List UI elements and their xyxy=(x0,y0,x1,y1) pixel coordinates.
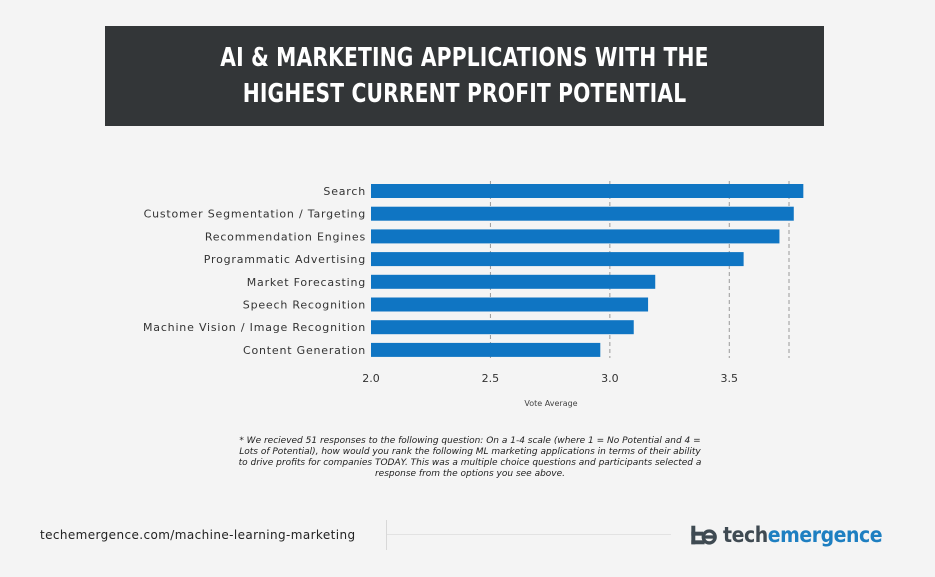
category-label: Speech Recognition xyxy=(243,299,366,312)
bar xyxy=(371,274,656,289)
category-label: Programmatic Advertising xyxy=(204,253,366,266)
bar xyxy=(371,320,634,335)
bar xyxy=(371,252,744,267)
x-axis-title: Vote Average xyxy=(524,399,577,408)
category-label: Customer Segmentation / Targeting xyxy=(144,208,366,221)
source-url[interactable]: techemergence.com/machine-learning-marke… xyxy=(40,528,356,542)
te-monogram-icon xyxy=(691,525,717,545)
logo-wordmark: techemergence xyxy=(723,523,883,547)
bar xyxy=(371,229,780,244)
x-tick-label: 2.5 xyxy=(482,372,500,385)
bar xyxy=(371,184,804,198)
x-tick-label: 3.5 xyxy=(721,372,739,385)
category-label: Machine Vision / Image Recognition xyxy=(143,321,366,334)
bar xyxy=(371,297,649,312)
footnote: * We recieved 51 responses to the follow… xyxy=(238,436,702,479)
title-banner: AI & Marketing Applications with the Hig… xyxy=(105,26,824,126)
category-label: Recommendation Engines xyxy=(205,230,366,243)
logo-word-tech: tech xyxy=(723,523,768,547)
bar xyxy=(371,342,601,357)
logo-word-emergence: emergence xyxy=(767,523,883,547)
techemergence-logo: techemergence xyxy=(690,517,900,553)
category-label: Content Generation xyxy=(243,344,366,357)
bar xyxy=(371,206,794,221)
category-label: Market Forecasting xyxy=(247,276,366,289)
footer-rule xyxy=(387,534,671,535)
footer-divider xyxy=(386,520,387,550)
category-label: Search xyxy=(323,185,366,198)
x-tick-label: 2.0 xyxy=(362,372,380,385)
chart-title: AI & Marketing Applications with the Hig… xyxy=(220,43,709,109)
x-tick-label: 3.0 xyxy=(601,372,619,385)
